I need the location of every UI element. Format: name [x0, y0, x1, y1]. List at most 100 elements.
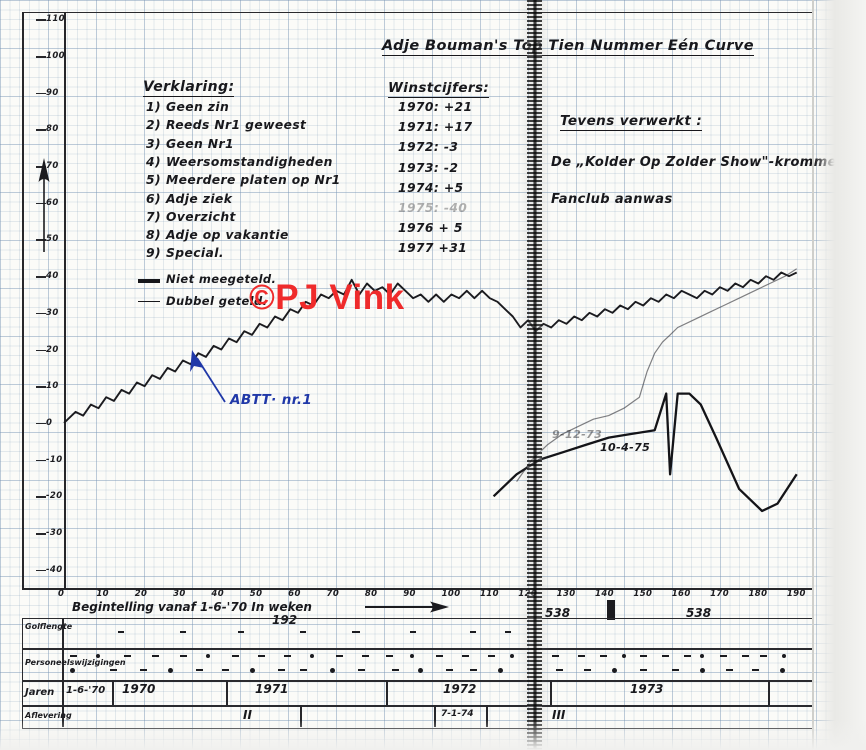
legend-item-label: Adje op vakantie: [166, 228, 289, 243]
y-tick-mark: [36, 56, 46, 58]
row-label-golflengte: Golflengte: [25, 622, 73, 631]
table-dash-mark: [672, 669, 679, 671]
year-start: 1-6-'70: [66, 685, 106, 696]
y-tick-mark: [36, 202, 46, 205]
legend-item-number: 9): [146, 246, 161, 261]
episode-II: II: [243, 708, 252, 722]
y-tick-mark: [36, 532, 46, 535]
legend-item-number: 5): [146, 173, 161, 188]
legend-item-label: Overzicht: [166, 209, 236, 224]
profit-row: 1972: -3: [398, 140, 459, 155]
table-dash-mark: [352, 631, 360, 633]
table-dot-mark: [310, 654, 314, 658]
x-tick-label: 50: [249, 589, 263, 599]
table-dash-mark: [362, 655, 369, 657]
table-dash-mark: [386, 655, 393, 657]
table-dash-mark: [470, 631, 476, 633]
table-dot-mark: [206, 654, 210, 658]
legend-item-label: Geen zin: [166, 100, 230, 114]
table-dot-mark: [168, 668, 173, 673]
table-dash-mark: [600, 655, 607, 657]
profit-row: 1973: -2: [398, 160, 459, 175]
y-tick-mark: [36, 496, 46, 498]
x-tick-label: 0: [58, 589, 65, 599]
x-tick-label: 160: [671, 589, 691, 599]
profit-row: 1970: +21: [398, 100, 473, 114]
year-divider-5: [768, 680, 770, 705]
episode-divider-1: [300, 705, 302, 727]
x-tick-label: 90: [403, 589, 416, 599]
table-dot-mark: [700, 668, 705, 673]
y-tick-mark: [36, 92, 46, 95]
year-1970: 1970: [122, 682, 156, 696]
legend-symbol-label: Niet meegeteld.: [166, 272, 277, 286]
watermark: ©PJ Vink: [249, 278, 405, 317]
x-tick-label: 170: [710, 589, 730, 599]
also-processed-line-1: De „Kolder Op Zolder Show"-kromme: [551, 155, 837, 170]
x-axis-line: [22, 588, 812, 590]
y-tick-mark: [36, 569, 46, 572]
table-dash-mark: [336, 655, 343, 657]
table-dash-mark: [446, 669, 453, 671]
episode-divider-3: [486, 705, 488, 727]
table-dot-mark: [418, 668, 423, 673]
legend-thin-line-icon: [138, 301, 160, 303]
legend-item-number: 7): [146, 209, 161, 224]
table-dash-mark: [300, 669, 307, 671]
count-left: 538: [545, 606, 571, 620]
year-1972: 1972: [443, 682, 477, 696]
page-fold-core: [533, 0, 537, 750]
legend-item-number: 3): [146, 136, 161, 151]
y-tick-label: 30: [46, 307, 59, 318]
legend-item-number: 6): [146, 191, 161, 206]
count-marker: [607, 600, 615, 620]
table-dash-mark: [222, 669, 229, 671]
table-dash-mark: [436, 655, 443, 657]
y-tick-mark: [36, 422, 46, 425]
also-processed-heading: Tevens verwerkt :: [560, 113, 703, 131]
x-tick-label: 70: [326, 589, 340, 599]
x-tick-label: 140: [595, 589, 614, 599]
legend-thick-line-icon: [138, 279, 160, 283]
table-dash-mark: [232, 655, 239, 657]
table-dash-mark: [462, 655, 469, 657]
year-1973: 1973: [630, 682, 664, 696]
date-note-left: 9-12-73: [552, 428, 603, 441]
table-dash-mark: [140, 669, 147, 671]
y-tick-mark: [36, 166, 46, 168]
table-dash-mark: [752, 669, 759, 671]
page-shadow-bottom: [0, 720, 866, 750]
y-tick-label: 90: [46, 87, 59, 98]
profit-row: 1975: -40: [398, 201, 468, 215]
curve-2: [492, 392, 798, 513]
legend-symbol-label: Dubbel geteld.: [166, 294, 268, 308]
x-tick-label: 150: [633, 589, 653, 599]
x-tick-label: 180: [748, 589, 768, 599]
page-right-edge: [812, 0, 814, 750]
table-dot-mark: [250, 668, 255, 673]
x-tick-label: 130: [556, 589, 576, 599]
table-row-golflengte: [22, 618, 814, 650]
table-dot-mark: [782, 654, 786, 658]
legend-item-number: 1): [146, 100, 161, 114]
x-tick-label: 190: [786, 589, 806, 599]
y-tick-label: -10: [46, 454, 63, 465]
x-tick-label: 100: [441, 589, 461, 599]
table-dot-mark: [622, 654, 626, 658]
profits-heading: Winstcijfers:: [388, 80, 490, 98]
legend-item-number: 4): [146, 154, 161, 169]
row-label-years: Jaren: [25, 687, 55, 698]
x-tick-label: 40: [211, 589, 225, 599]
table-dash-mark: [118, 631, 124, 633]
x-tick-label: 10: [96, 589, 109, 599]
table-dash-mark: [505, 631, 511, 633]
profit-row: 1971: +17: [398, 120, 473, 135]
profit-row: 1976 + 5: [398, 221, 463, 236]
y-tick-label: 100: [46, 51, 65, 62]
x-tick-label: 60: [288, 589, 301, 599]
page-shadow-right: [814, 0, 866, 750]
table-dash-mark: [180, 631, 186, 633]
table-dash-mark: [640, 655, 647, 657]
date-note-right: 10-4-75: [600, 441, 651, 454]
